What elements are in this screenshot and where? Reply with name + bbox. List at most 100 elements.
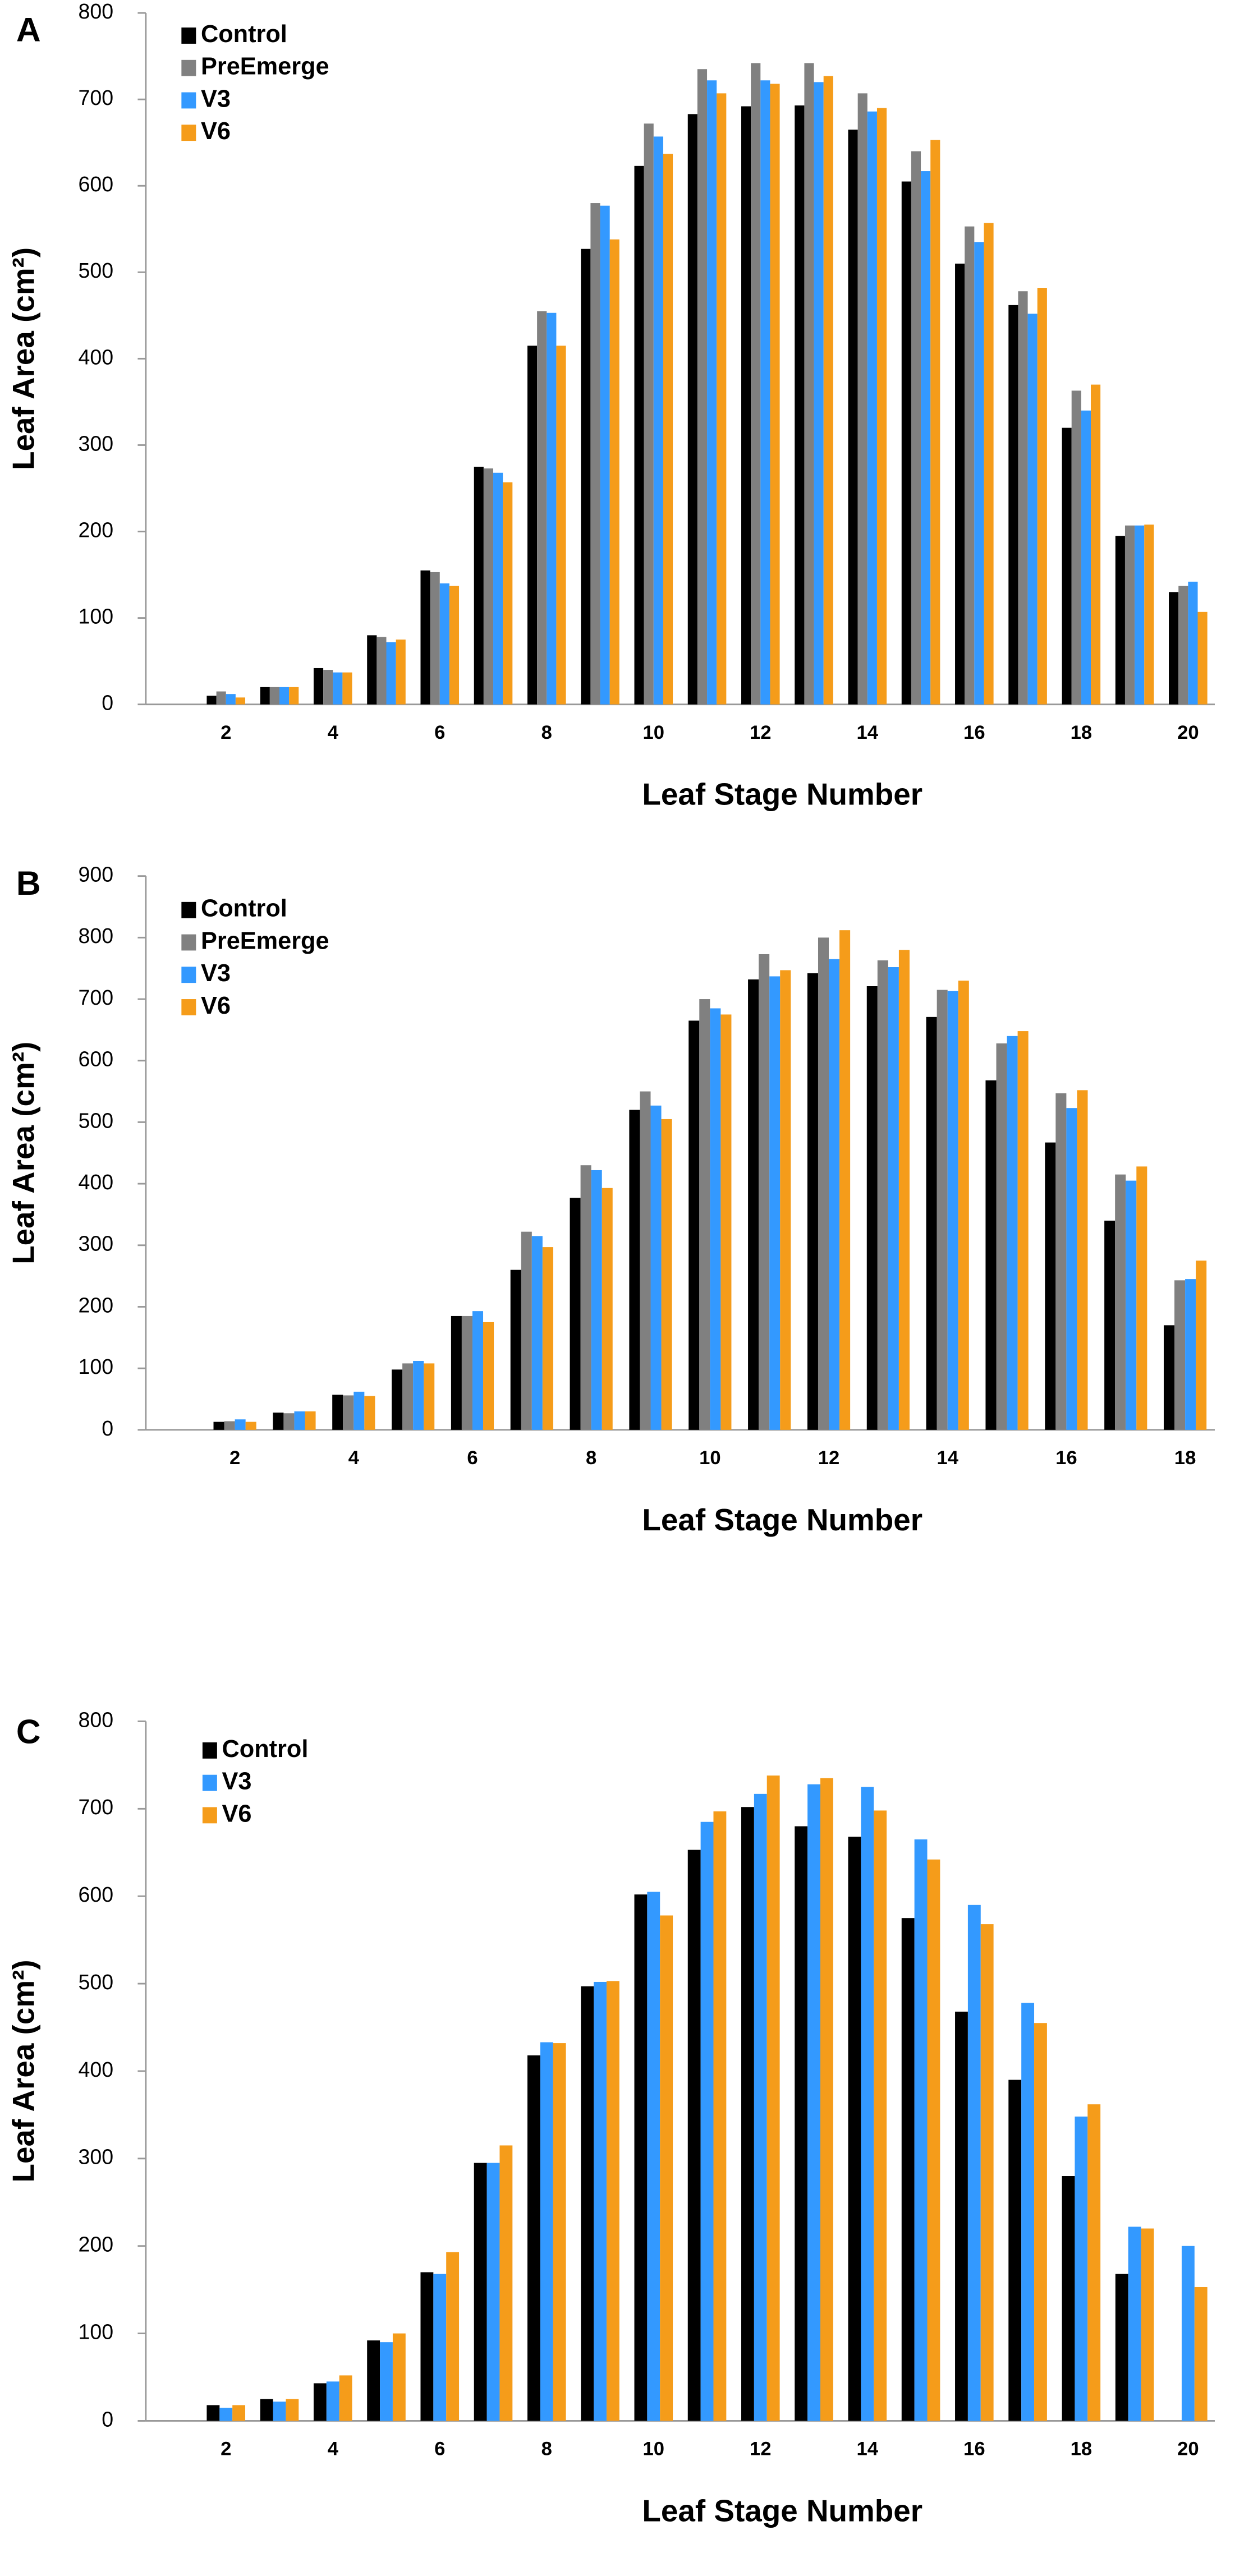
bar <box>493 472 503 705</box>
bar <box>697 69 708 705</box>
bar <box>553 2043 566 2421</box>
bar <box>874 1810 887 2421</box>
bar <box>1090 384 1101 705</box>
bar <box>213 1422 224 1430</box>
bar <box>581 249 591 705</box>
bar <box>430 572 440 705</box>
bar <box>984 223 994 705</box>
bar <box>980 1924 994 2421</box>
bar <box>1066 1108 1077 1430</box>
bar <box>333 672 343 705</box>
y-axis-label: Leaf Area (cm²) <box>6 247 41 470</box>
bar <box>901 181 911 705</box>
bar <box>700 1821 714 2421</box>
bar <box>483 468 494 705</box>
bar <box>958 981 969 1430</box>
x-tick-label: 2 <box>221 2439 231 2460</box>
bar <box>759 954 770 1430</box>
bar <box>269 687 279 705</box>
y-tick-label: 100 <box>79 2320 114 2343</box>
x-tick-label: 14 <box>857 2439 879 2460</box>
y-tick-label: 200 <box>79 518 114 541</box>
bar <box>542 1247 553 1430</box>
bar <box>888 967 899 1430</box>
bar <box>947 991 958 1430</box>
bar <box>323 670 333 705</box>
y-tick-label: 600 <box>79 172 114 196</box>
bar <box>1021 2003 1035 2421</box>
bar <box>1136 1166 1147 1430</box>
bar <box>955 2011 968 2421</box>
bar <box>570 1198 581 1430</box>
bar <box>224 1421 235 1430</box>
y-tick-label: 500 <box>79 1970 114 1994</box>
bar <box>591 1170 602 1430</box>
bar <box>1128 2227 1141 2421</box>
bar <box>326 2381 339 2421</box>
bar <box>1174 1280 1186 1430</box>
y-tick-label: 300 <box>79 2145 114 2169</box>
legend-swatch <box>181 999 196 1015</box>
bar <box>413 1361 424 1430</box>
bar <box>804 63 814 705</box>
legend-label: PreEmerge <box>201 53 329 80</box>
bar <box>748 979 759 1430</box>
bar <box>1124 525 1135 705</box>
bar <box>1037 288 1047 705</box>
bar <box>449 586 460 705</box>
legend-label: V3 <box>222 1768 252 1795</box>
bar <box>581 1986 594 2421</box>
bar <box>521 1231 532 1430</box>
legend-swatch <box>181 92 196 109</box>
x-tick-label: 4 <box>348 1447 360 1469</box>
bar <box>527 2055 540 2421</box>
x-tick-label: 18 <box>1071 2439 1092 2460</box>
bar <box>814 82 824 705</box>
bar <box>1135 525 1145 705</box>
y-tick-label: 0 <box>102 691 113 715</box>
bar <box>710 1008 721 1430</box>
bar <box>1055 1093 1067 1430</box>
bar <box>590 203 600 705</box>
bar <box>1027 314 1038 705</box>
bar <box>540 2042 553 2421</box>
legend-swatch <box>181 125 196 141</box>
bar <box>1188 581 1198 705</box>
bar <box>965 226 975 705</box>
x-tick-label: 12 <box>750 2439 772 2460</box>
bar <box>313 668 324 705</box>
bar <box>1169 592 1179 705</box>
bar <box>839 930 851 1430</box>
bar <box>420 570 430 705</box>
bar <box>206 2405 220 2421</box>
bar <box>1185 1279 1196 1430</box>
y-tick-label: 700 <box>79 86 114 109</box>
bar <box>439 583 449 705</box>
x-tick-label: 2 <box>221 722 231 743</box>
legend-label: V6 <box>201 992 231 1019</box>
bar <box>898 950 910 1430</box>
bar <box>286 2399 299 2421</box>
legend-label: V6 <box>222 1800 252 1827</box>
bar <box>1008 305 1018 705</box>
bar <box>1075 2117 1088 2421</box>
bar <box>687 114 697 705</box>
legend-swatch <box>181 967 196 983</box>
bar <box>857 93 867 705</box>
bar <box>510 1269 521 1430</box>
bar <box>820 1778 833 2421</box>
bar <box>499 2145 513 2421</box>
x-tick-label: 6 <box>467 1447 478 1469</box>
legend-label: V3 <box>201 960 231 987</box>
bar <box>216 691 226 705</box>
bar <box>232 2405 246 2421</box>
bar <box>606 1981 619 2421</box>
bar <box>472 1311 484 1430</box>
bar <box>780 970 791 1430</box>
bar <box>640 1091 651 1430</box>
x-tick-label: 12 <box>818 1447 840 1469</box>
bar <box>766 1775 780 2421</box>
legend-swatch <box>181 27 196 44</box>
y-tick-label: 100 <box>79 1355 114 1378</box>
